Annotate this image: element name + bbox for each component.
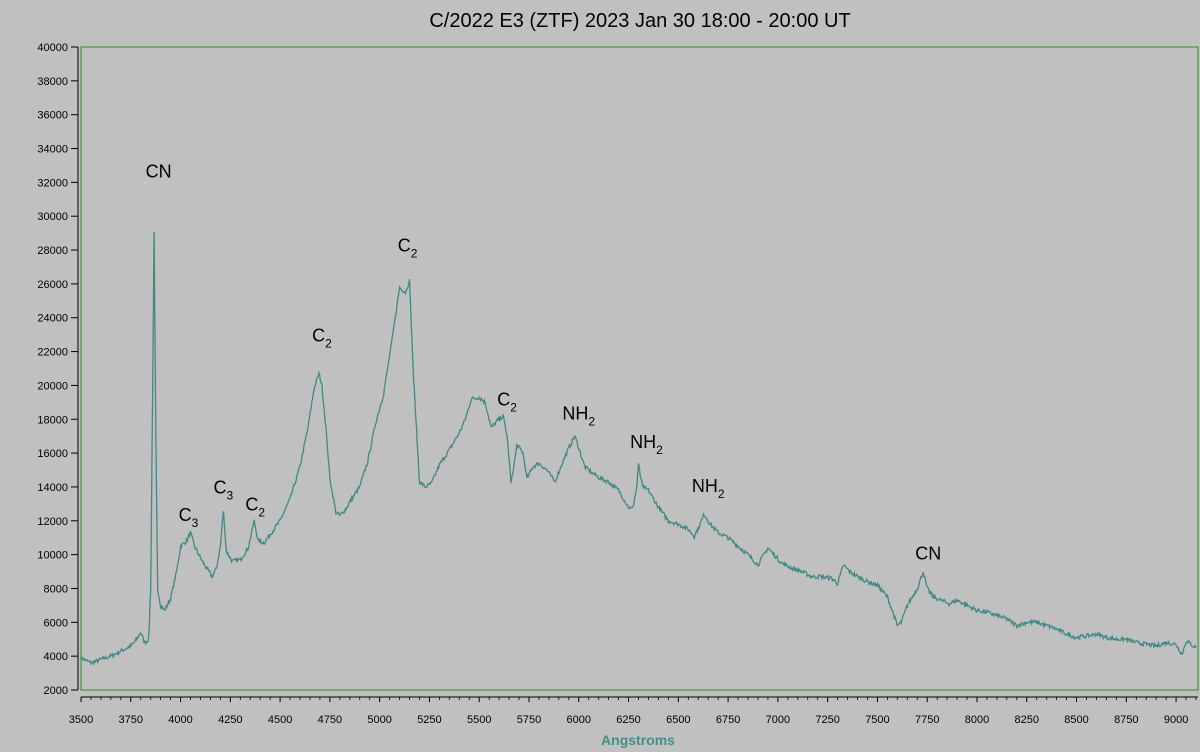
y-tick-label: 4000	[44, 651, 68, 663]
x-tick-label: 8250	[1015, 714, 1039, 726]
x-tick-label: 7750	[915, 714, 939, 726]
x-tick-label: 5750	[517, 714, 541, 726]
x-tick-label: 4750	[318, 714, 342, 726]
x-tick-label: 9000	[1164, 714, 1188, 726]
x-tick-label: 5000	[367, 714, 391, 726]
x-axis-label: Angstroms	[601, 732, 675, 748]
chart-title: C/2022 E3 (ZTF) 2023 Jan 30 18:00 - 20:0…	[429, 10, 850, 32]
y-tick-label: 24000	[37, 313, 68, 325]
x-tick-label: 7250	[815, 714, 839, 726]
y-tick-label: 26000	[37, 279, 68, 291]
spectrum-line	[80, 231, 1197, 667]
x-tick-label: 7000	[766, 714, 790, 726]
y-tick-label: 16000	[37, 448, 68, 460]
y-tick-label: 2000	[44, 685, 68, 697]
y-tick-label: 10000	[37, 550, 68, 562]
x-tick-label: 4000	[168, 714, 192, 726]
y-tick-label: 36000	[37, 110, 68, 122]
y-tick-label: 18000	[37, 414, 68, 426]
x-tick-label: 4250	[218, 714, 242, 726]
y-tick-label: 28000	[37, 245, 68, 257]
species-label: CN	[915, 544, 941, 564]
x-tick-label: 6750	[716, 714, 740, 726]
y-tick-label: 20000	[37, 380, 68, 392]
y-tick-label: 22000	[37, 347, 68, 359]
y-tick-label: 34000	[37, 144, 68, 156]
x-tick-label: 4500	[268, 714, 292, 726]
x-tick-label: 8750	[1114, 714, 1138, 726]
y-tick-label: 14000	[37, 482, 68, 494]
x-tick-label: 6250	[616, 714, 640, 726]
species-label: CN	[146, 161, 172, 181]
x-tick-label: 8500	[1064, 714, 1088, 726]
plot-frame	[80, 46, 1199, 691]
y-tick-label: 32000	[37, 177, 68, 189]
x-tick-label: 8000	[965, 714, 989, 726]
x-axis: 3500 3750 4000 4250 4500 4750 5000 5250 5500 5750…	[69, 696, 1198, 726]
y-tick-label: 30000	[37, 211, 68, 223]
y-axis: 2000 4000 6000 8000 10000 12000 14000 16000 1800…	[37, 42, 79, 697]
x-tick-label: 5250	[417, 714, 441, 726]
x-tick-label: 3500	[69, 714, 93, 726]
x-tick-label: 7500	[865, 714, 889, 726]
y-tick-label: 8000	[44, 583, 68, 595]
y-tick-label: 6000	[44, 617, 68, 629]
y-tick-label: 38000	[37, 76, 68, 88]
x-tick-label: 5500	[467, 714, 491, 726]
x-tick-label: 6500	[666, 714, 690, 726]
x-tick-label: 3750	[119, 714, 143, 726]
y-tick-label: 40000	[37, 42, 68, 54]
x-tick-label: 6000	[567, 714, 591, 726]
y-tick-label: 12000	[37, 516, 68, 528]
